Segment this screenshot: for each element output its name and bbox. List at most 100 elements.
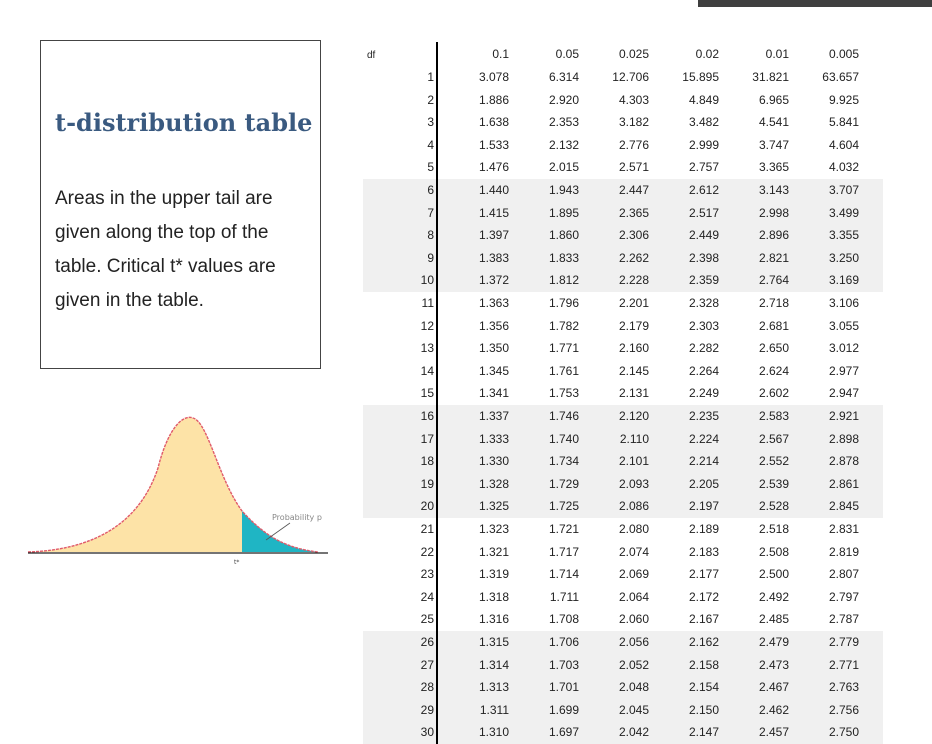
critical-value-cell: 1.476	[478, 160, 509, 175]
table-row: 23 1.319 1.714 2.069 2.177 2.500 2.807	[363, 563, 883, 586]
critical-value-cell: 2.831	[828, 522, 859, 536]
critical-value-cell: 3.747	[758, 137, 789, 152]
critical-value-cell: 2.998	[758, 205, 789, 220]
df-cell: 19	[420, 476, 434, 491]
critical-value-cell: 1.725	[548, 499, 579, 514]
curve-tail-fill	[242, 511, 318, 552]
critical-value-cell: 3.355	[828, 228, 859, 243]
df-cell: 17	[420, 431, 434, 446]
critical-value-cell: 2.473	[758, 657, 789, 672]
table-row: 24 1.318 1.711 2.064 2.172 2.492 2.797	[363, 586, 883, 609]
table-row: 22 1.321 1.717 2.074 2.183 2.508 2.819	[363, 541, 883, 564]
table-row: 14 1.345 1.761 2.145 2.264 2.624 2.977	[363, 360, 883, 383]
critical-value-cell: 4.604	[828, 137, 859, 152]
critical-value-cell: 1.318	[478, 589, 509, 604]
critical-value-cell: 2.528	[758, 499, 789, 514]
critical-value-cell: 1.323	[478, 522, 509, 536]
critical-value-cell: 3.365	[758, 160, 789, 175]
critical-value-cell: 2.508	[758, 544, 789, 559]
critical-value-cell: 2.624	[758, 363, 789, 378]
critical-value-cell: 3.707	[828, 183, 859, 197]
critical-value-cell: 2.060	[618, 612, 649, 627]
critical-value-cell: 2.048	[618, 680, 649, 695]
critical-value-cell: 2.262	[618, 250, 649, 265]
df-cell: 23	[420, 567, 434, 582]
critical-value-cell: 2.878	[828, 454, 859, 469]
critical-value-cell: 1.734	[548, 454, 579, 469]
critical-value-cell: 2.183	[688, 544, 719, 559]
df-cell: 15	[420, 386, 434, 401]
critical-value-cell: 2.150	[688, 702, 719, 717]
critical-value-cell: 2.172	[688, 589, 719, 604]
critical-value-cell: 2.197	[688, 499, 719, 514]
table-row: 25 1.316 1.708 2.060 2.167 2.485 2.787	[363, 608, 883, 631]
critical-value-cell: 3.169	[828, 273, 859, 288]
critical-value-cell: 4.849	[688, 92, 719, 107]
critical-value-cell: 2.201	[618, 296, 649, 310]
table-row: 2 1.886 2.920 4.303 4.849 6.965 9.925	[363, 89, 883, 112]
critical-value-cell: 2.539	[758, 476, 789, 491]
critical-value-cell: 1.415	[478, 205, 509, 220]
table-row: 3 1.638 2.353 3.182 3.482 4.541 5.841	[363, 111, 883, 134]
critical-value-cell: 2.567	[758, 431, 789, 446]
df-cell: 9	[427, 250, 434, 265]
critical-value-cell: 2.101	[618, 454, 649, 469]
df-cell: 1	[427, 70, 434, 84]
critical-value-cell: 1.697	[548, 725, 579, 740]
info-box: t-distribution table Areas in the upper …	[40, 40, 321, 369]
critical-value-cell: 1.771	[548, 341, 579, 356]
critical-value-cell: 2.224	[688, 431, 719, 446]
critical-value-cell: 1.440	[478, 183, 509, 197]
critical-value-cell: 2.920	[548, 92, 579, 107]
df-header: df	[367, 50, 376, 61]
critical-value-cell: 1.711	[549, 589, 579, 604]
critical-value-cell: 2.264	[688, 363, 719, 378]
critical-value-cell: 2.977	[828, 363, 859, 378]
critical-value-cell: 1.714	[548, 567, 579, 582]
critical-value-cell: 2.787	[828, 612, 859, 627]
critical-value-cell: 12.706	[612, 70, 649, 84]
critical-value-cell: 2.132	[548, 137, 579, 152]
critical-value-cell: 1.833	[548, 250, 579, 265]
table-row: 7 1.415 1.895 2.365 2.517 2.998 3.499	[363, 201, 883, 225]
df-cell: 20	[420, 499, 434, 514]
table-row: 5 1.476 2.015 2.571 2.757 3.365 4.032	[363, 156, 883, 179]
critical-value-cell: 2.160	[618, 341, 649, 356]
tail-area-header: 0.05	[555, 47, 579, 61]
top-toolbar-strip	[698, 0, 932, 7]
critical-value-cell: 2.779	[828, 635, 859, 649]
critical-value-cell: 2.449	[688, 228, 719, 243]
table-row: 30 1.310 1.697 2.042 2.147 2.457 2.750	[363, 721, 883, 744]
critical-value-cell: 5.841	[828, 115, 859, 130]
critical-value-cell: 1.706	[548, 635, 579, 649]
critical-value-cell: 1.321	[478, 544, 509, 559]
critical-value-cell: 2.042	[618, 725, 649, 740]
df-cell: 2	[427, 92, 434, 107]
critical-value-cell: 1.330	[478, 454, 509, 469]
critical-value-cell: 3.482	[688, 115, 719, 130]
critical-value-cell: 2.602	[758, 386, 789, 401]
critical-value-cell: 1.699	[548, 702, 579, 717]
t-distribution-curve-figure: Probability p t*	[28, 416, 328, 566]
tail-area-header: 0.01	[765, 47, 789, 61]
critical-value-cell: 2.120	[618, 409, 649, 423]
critical-value-cell: 2.398	[688, 250, 719, 265]
critical-value-cell: 2.015	[548, 160, 579, 175]
critical-value-cell: 2.365	[618, 205, 649, 220]
critical-value-cell: 1.703	[548, 657, 579, 672]
df-cell: 30	[420, 725, 434, 740]
table-row: 28 1.313 1.701 2.048 2.154 2.467 2.763	[363, 676, 883, 699]
critical-value-cell: 1.315	[478, 635, 509, 649]
critical-value-cell: 2.718	[758, 296, 789, 310]
tail-area-header: 0.1	[492, 47, 509, 61]
critical-value-cell: 2.861	[828, 476, 859, 491]
critical-value-cell: 3.012	[828, 341, 859, 356]
critical-value-cell: 1.383	[478, 250, 509, 265]
critical-value-cell: 4.032	[828, 160, 859, 175]
critical-value-cell: 1.325	[478, 499, 509, 514]
df-cell: 7	[427, 205, 434, 220]
critical-value-cell: 2.756	[828, 702, 859, 717]
critical-value-cell: 63.657	[822, 70, 859, 84]
table-row: 17 1.333 1.740 2.110 2.224 2.567 2.898	[363, 427, 883, 451]
critical-value-cell: 1.782	[548, 318, 579, 333]
